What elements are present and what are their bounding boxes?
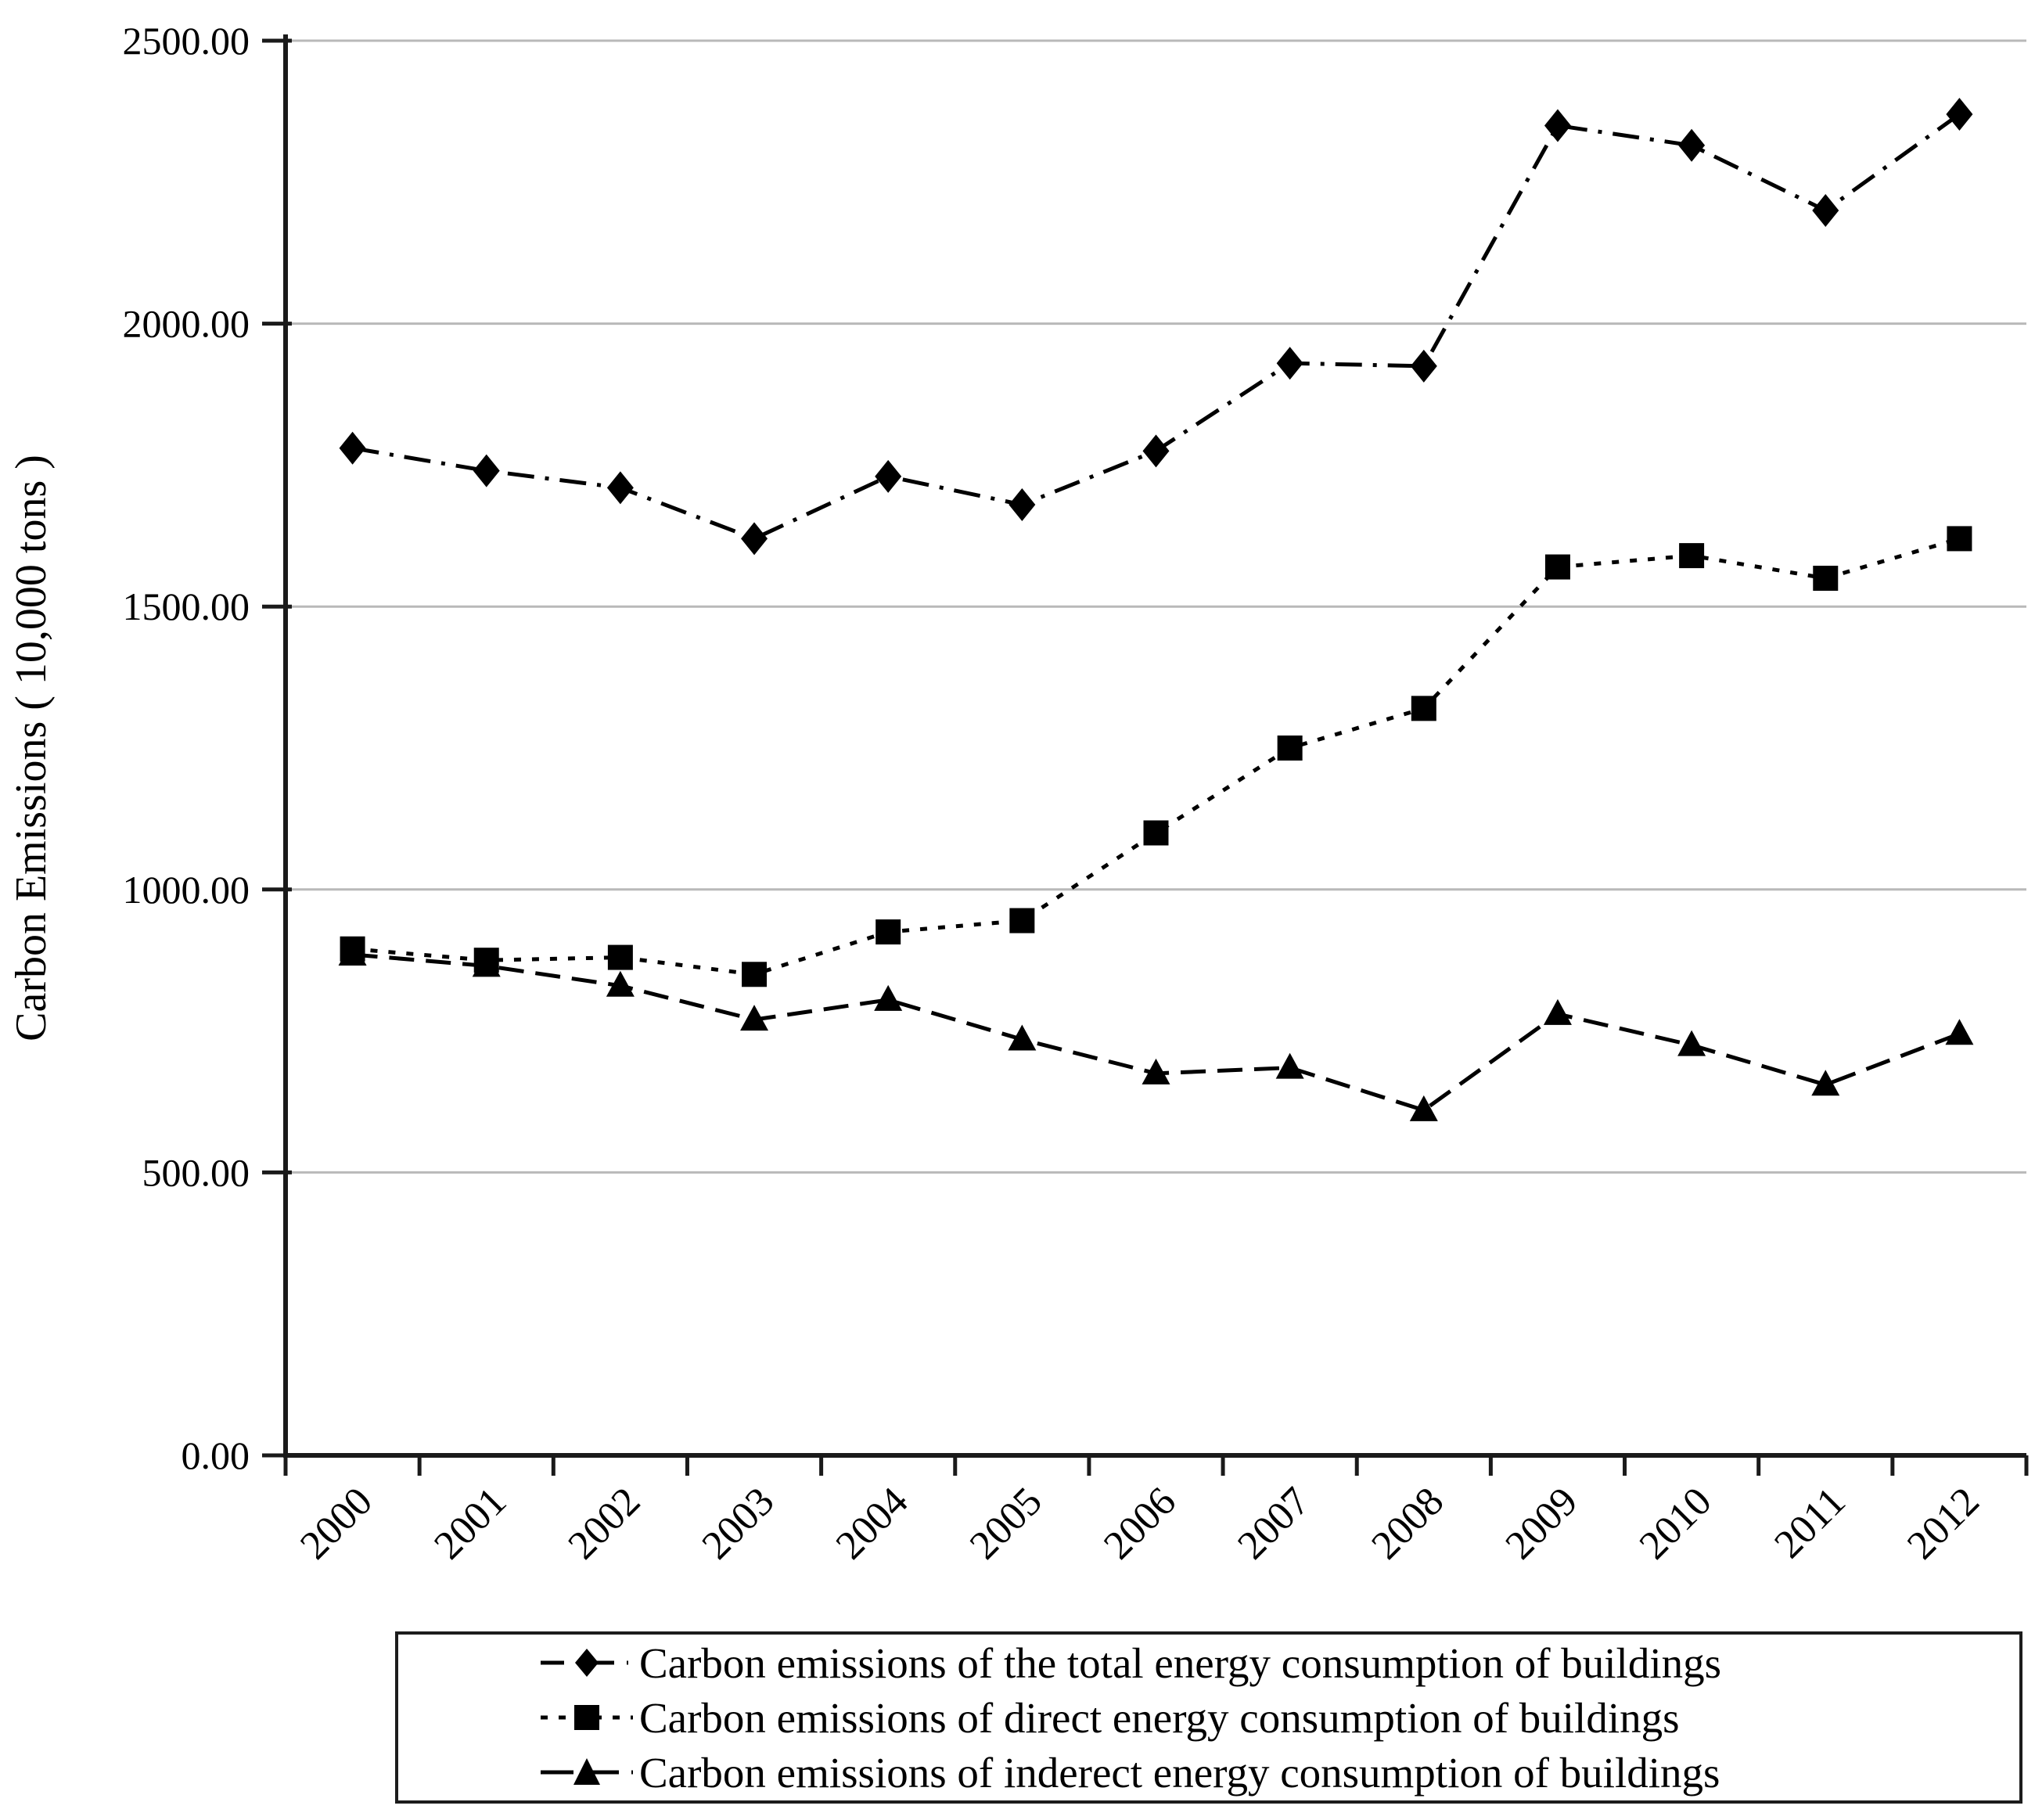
diamond-marker <box>1812 193 1839 227</box>
triangle-marker <box>740 1005 769 1031</box>
triangle-marker <box>1008 1024 1037 1051</box>
legend-label-total: Carbon emissions of the total energy con… <box>639 1638 1722 1687</box>
legend-item-direct: Carbon emissions of direct energy consum… <box>539 1691 2019 1744</box>
diamond-marker <box>1544 109 1571 142</box>
axes <box>283 34 2026 1458</box>
diamond-dashdot-legend-icon <box>541 1649 633 1677</box>
triangle-marker <box>472 951 501 977</box>
data-series <box>338 98 1974 1121</box>
x-tick-label: 2010 <box>1631 1479 1720 1568</box>
x-tick-label: 2002 <box>560 1479 649 1568</box>
legend-label-indirect: Carbon emissions of inderect energy cons… <box>639 1748 1720 1797</box>
triangle-series-line <box>352 952 1961 1113</box>
diamond-series-line <box>352 112 1961 541</box>
y-tick-label: 0.00 <box>182 1433 250 1477</box>
x-tick-label: 2011 <box>1766 1479 1853 1566</box>
x-tick-label: 2006 <box>1095 1479 1185 1568</box>
diamond-marker <box>1009 488 1036 522</box>
legend-item-total: Carbon emissions of the total energy con… <box>539 1636 2019 1689</box>
gridlines <box>286 39 2026 1174</box>
series-square <box>340 526 1972 987</box>
square-marker <box>1679 543 1705 569</box>
x-tick-label: 2003 <box>694 1479 783 1568</box>
x-tick-label: 2000 <box>292 1479 381 1568</box>
diamond-marker <box>741 522 768 556</box>
triangle-marker <box>874 984 903 1011</box>
triangle-marker <box>338 939 367 966</box>
x-tick-labels: 2000 2001 2002 2003 2004 2005 2006 2007 2008 2009… <box>292 1479 1988 1568</box>
x-tick-label: 2007 <box>1229 1479 1318 1568</box>
x-tick-label: 2012 <box>1899 1479 1988 1568</box>
legend-item-indirect: Carbon emissions of inderect energy cons… <box>539 1746 2019 1799</box>
series-triangle <box>338 939 1974 1121</box>
y-tick-label: 2500.00 <box>123 19 250 63</box>
y-tick-label: 500.00 <box>142 1150 250 1194</box>
triangle-marker <box>1275 1052 1304 1079</box>
diamond-marker <box>1142 434 1170 468</box>
y-axis-title: Carbon Emissions ( 10,000 tons ) <box>7 455 56 1041</box>
square-marker <box>742 962 768 987</box>
square-marker <box>1143 820 1169 846</box>
diamond-marker <box>606 471 634 505</box>
square-marker <box>1009 908 1035 933</box>
diamond-marker <box>473 454 500 487</box>
y-tick-label: 1500.00 <box>123 584 250 628</box>
triangle-marker <box>1677 1030 1706 1056</box>
y-tick-labels: 0.00 500.00 1000.00 1500.00 2000.00 2500.00 <box>123 19 250 1477</box>
diamond-marker <box>1276 347 1303 380</box>
square-marker <box>1947 526 1972 552</box>
x-tick-label: 2005 <box>962 1479 1051 1568</box>
square-dotted-legend-icon <box>541 1705 633 1730</box>
square-marker <box>1277 736 1303 761</box>
axis-ticks <box>262 38 2029 1476</box>
square-marker <box>875 919 901 945</box>
square-marker <box>1544 554 1570 580</box>
x-tick-label: 2008 <box>1363 1479 1452 1568</box>
square-marker <box>1411 696 1436 721</box>
triangle-marker <box>1945 1019 1974 1045</box>
triangle-marker <box>1409 1095 1438 1121</box>
diamond-marker <box>339 431 366 465</box>
legend-label-direct: Carbon emissions of direct energy consum… <box>639 1693 1680 1742</box>
diamond-marker <box>1946 98 1973 131</box>
diamond-marker <box>875 459 902 493</box>
triangle-marker <box>1543 998 1572 1025</box>
chart-legend: Carbon emissions of the total energy con… <box>395 1631 2022 1804</box>
x-tick-label: 2009 <box>1497 1479 1587 1568</box>
y-tick-label: 1000.00 <box>123 868 250 912</box>
square-series-line <box>352 537 1961 977</box>
x-tick-label: 2004 <box>828 1479 917 1568</box>
series-diamond <box>339 98 1973 556</box>
triangle-dashed-legend-icon <box>541 1758 633 1785</box>
triangle-marker <box>1811 1070 1840 1096</box>
triangle-marker <box>606 970 635 997</box>
square-marker <box>607 944 633 970</box>
y-tick-label: 2000.00 <box>123 302 250 346</box>
diamond-marker <box>1410 349 1437 383</box>
x-tick-label: 2001 <box>426 1479 515 1568</box>
square-marker <box>1813 566 1839 592</box>
triangle-marker <box>1142 1058 1170 1084</box>
diamond-marker <box>1678 128 1706 162</box>
